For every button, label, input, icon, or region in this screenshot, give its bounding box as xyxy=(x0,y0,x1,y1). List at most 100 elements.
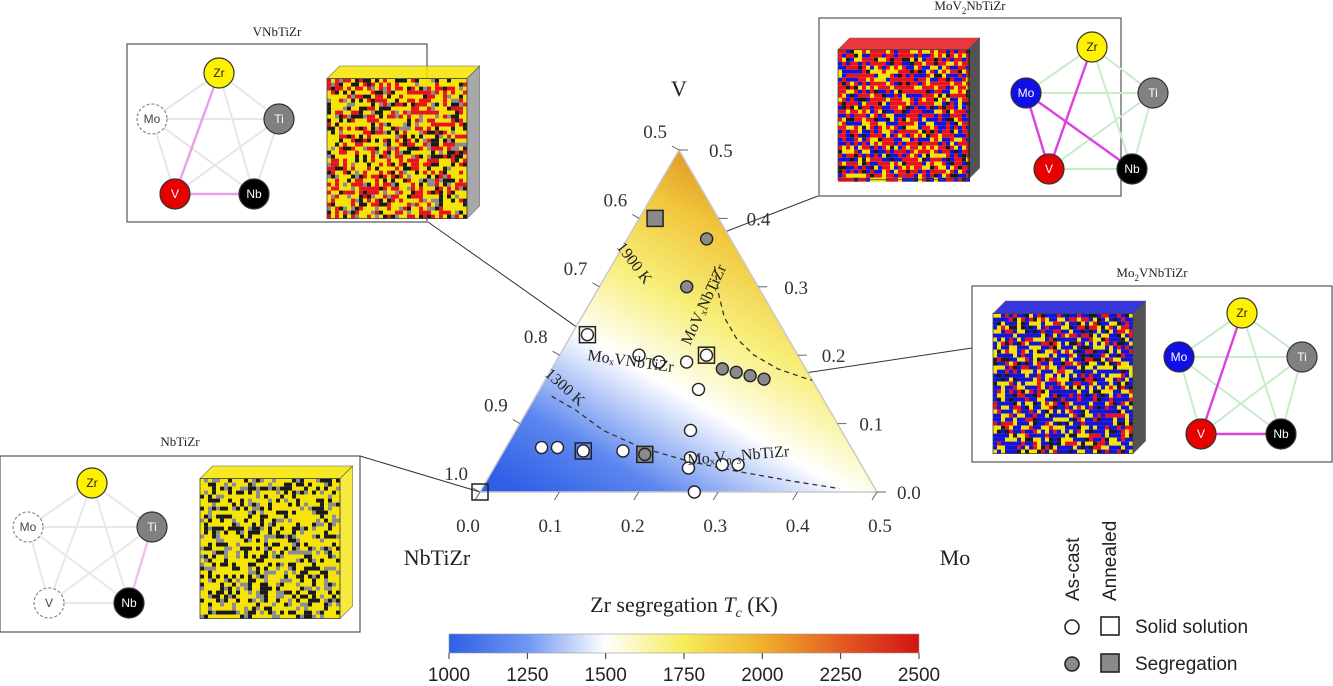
data-point-as-cast xyxy=(731,457,745,472)
nbtizr-tick-label: 0.5 xyxy=(643,122,667,143)
element-node-mo xyxy=(1163,341,1195,373)
inset-vnbtizr: VNbTiZr Zr Ti Nb V Mo xyxy=(126,24,481,223)
colorbar-tick-label: 2000 xyxy=(741,665,783,686)
element-node-label: Nb xyxy=(1124,162,1140,176)
element-node-v xyxy=(1185,418,1217,450)
colorbar-tick-label: 1250 xyxy=(506,665,548,686)
element-node-label: V xyxy=(1045,162,1053,176)
element-node-label: Zr xyxy=(86,476,97,490)
graph-edge xyxy=(1241,312,1282,435)
element-node-mo xyxy=(12,511,44,543)
legend-open-circle xyxy=(1064,619,1080,635)
graph-edge xyxy=(91,482,130,604)
atom-cube-image xyxy=(326,65,481,220)
insets: VNbTiZrZrTiNbVMoMoV2NbTiZrZrTiNbVMoMo2VN… xyxy=(0,0,1333,633)
data-points xyxy=(471,209,771,501)
element-node-label: Mo xyxy=(20,520,37,534)
mo-tick-label: 0.0 xyxy=(456,516,480,537)
colorbar-bar xyxy=(448,633,920,654)
element-node-label: V xyxy=(1197,427,1205,441)
graph-edge xyxy=(1200,356,1303,435)
nbtizr-tick-label: 0.7 xyxy=(564,259,588,280)
colorbar-tick-label: 1750 xyxy=(663,665,705,686)
element-node-zr xyxy=(1226,297,1258,329)
graph-edge-strong xyxy=(1047,46,1094,170)
element-node-mo xyxy=(1010,77,1042,109)
legend-open-square xyxy=(1100,616,1120,636)
ternary-tick-marks xyxy=(472,145,886,501)
element-node-nb xyxy=(113,587,145,619)
corner-label-left: NbTiZr xyxy=(404,545,471,570)
atom-cube-image xyxy=(199,465,354,620)
data-point-as-cast xyxy=(652,355,666,369)
graph-edge xyxy=(1091,46,1133,170)
graph-edge xyxy=(48,526,153,604)
data-point-as-cast xyxy=(699,232,714,246)
data-point-as-cast xyxy=(681,461,696,475)
element-node-nb xyxy=(238,178,270,210)
element-node-label: Ti xyxy=(1148,86,1158,100)
colorbar-tick-label: 2250 xyxy=(820,665,862,686)
data-point-annealed xyxy=(574,442,593,460)
data-point-as-cast xyxy=(743,369,757,383)
element-node-label: Ti xyxy=(274,112,284,126)
element-node-mo xyxy=(136,103,168,135)
element-node-zr xyxy=(203,57,235,89)
element-node-label: Zr xyxy=(1086,40,1097,54)
v-tick-label: 0.3 xyxy=(784,278,808,299)
element-node-v xyxy=(159,178,191,210)
element-node-label: Ti xyxy=(147,520,157,534)
legend-row-segregation: Segregation xyxy=(1135,654,1237,675)
atom-cube-image xyxy=(992,300,1147,455)
graph-edge xyxy=(48,482,93,604)
graph-edge xyxy=(151,118,255,195)
element-node-ti xyxy=(1286,341,1318,373)
element-node-label: Mo xyxy=(1171,350,1188,364)
colorbar-ticks: 1000 1250 1500 1750 2000 2250 2500 xyxy=(428,653,940,686)
data-point-annealed xyxy=(697,346,716,364)
data-point-as-cast xyxy=(691,382,706,397)
element-node-zr xyxy=(1076,31,1108,63)
element-node-label: Mo xyxy=(144,112,161,126)
graph-edge xyxy=(1048,92,1154,170)
inset-mov2nbtizr: MoV2NbTiZr Zr Ti Nb V Mo xyxy=(818,0,1169,197)
graph-edge-strong xyxy=(1025,92,1133,170)
inset-title: MoV2NbTiZr xyxy=(934,0,1006,16)
data-point-as-cast xyxy=(632,348,646,362)
legend: As-cast Annealed Solid solution Segregat… xyxy=(1063,521,1248,675)
data-point-annealed xyxy=(471,483,489,501)
ternary-tick-labels: 0.00.00.50.10.10.60.20.20.70.30.30.80.40… xyxy=(444,122,921,537)
element-node-ti xyxy=(263,103,295,135)
data-point-as-cast xyxy=(687,485,702,499)
nbtizr-tick-mark xyxy=(631,213,640,219)
mo-tick-label: 0.1 xyxy=(539,516,563,537)
contour-lines xyxy=(551,266,850,490)
nbtizr-tick-mark xyxy=(472,487,481,493)
data-point-as-cast xyxy=(638,447,652,462)
mo-tick-mark xyxy=(871,491,878,501)
element-node-nb xyxy=(1116,153,1148,185)
mo-tick-mark xyxy=(712,491,719,501)
v-tick-label: 0.2 xyxy=(822,346,846,367)
element-node-nb xyxy=(1265,418,1297,450)
data-point-as-cast xyxy=(683,423,698,438)
graph-edge xyxy=(174,118,280,195)
inset-mo2vnbtizr: Mo2VNbTiZr Zr Ti Nb V Mo xyxy=(971,265,1333,463)
element-node-label: V xyxy=(171,187,179,201)
element-node-label: Mo xyxy=(1018,86,1035,100)
mo-tick-label: 0.3 xyxy=(703,516,727,537)
data-point-as-cast xyxy=(616,444,630,458)
element-node-label: Zr xyxy=(213,66,224,80)
element-node-zr xyxy=(76,467,108,499)
nbtizr-tick-mark xyxy=(512,419,521,425)
data-point-as-cast xyxy=(680,280,694,294)
nbtizr-tick-mark xyxy=(592,282,600,288)
colorbar-tick-label: 1000 xyxy=(428,665,470,686)
data-point-as-cast xyxy=(576,444,590,458)
corner-label-right: Mo xyxy=(940,545,971,570)
inset-title: VNbTiZr xyxy=(253,24,302,39)
nbtizr-tick-mark xyxy=(671,145,680,151)
element-node-label: Zr xyxy=(1236,306,1247,320)
data-point-as-cast xyxy=(699,348,714,362)
v-tick-label: 0.1 xyxy=(859,415,883,436)
